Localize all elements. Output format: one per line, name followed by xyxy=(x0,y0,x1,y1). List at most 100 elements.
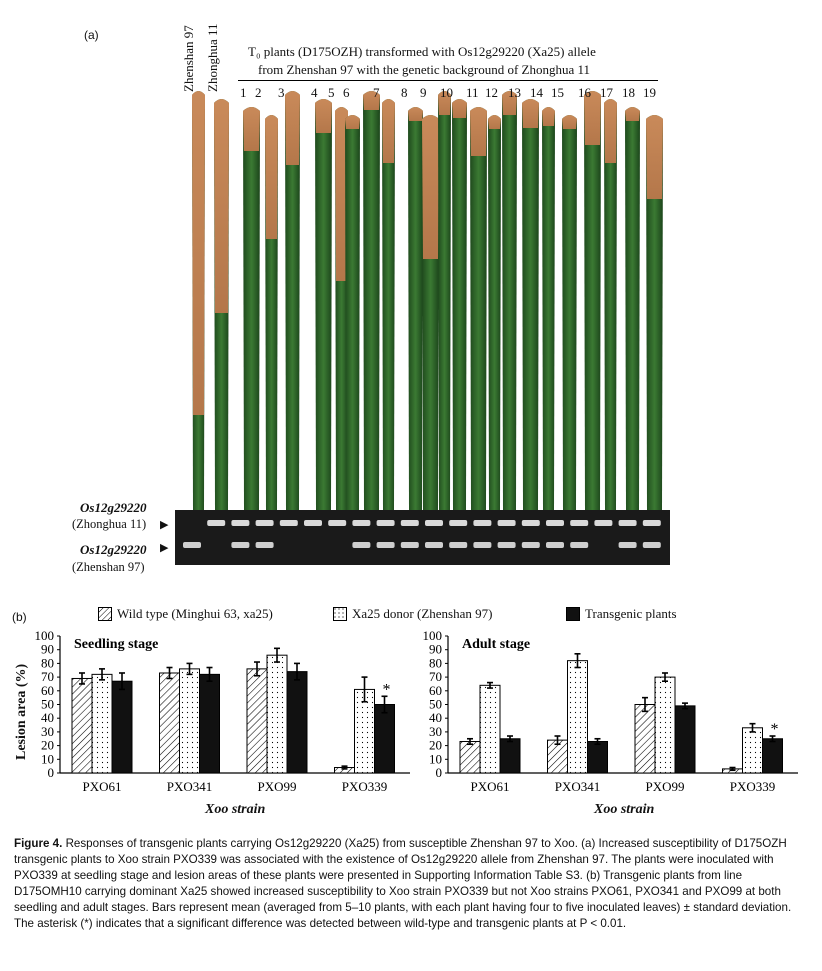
gel-label-top-gene: Os12g29220 xyxy=(80,500,147,515)
leaf-lesion xyxy=(192,91,205,415)
gel-band xyxy=(546,520,564,526)
figure-caption: Figure 4. Responses of transgenic plants… xyxy=(14,836,804,932)
y-tick-label: 10 xyxy=(429,751,442,766)
gel-band xyxy=(570,520,589,526)
leaf xyxy=(584,91,601,510)
leaf xyxy=(243,107,260,510)
y-tick-label: 20 xyxy=(429,738,442,753)
category-label: PXO341 xyxy=(167,779,213,794)
plant-number: 7 xyxy=(373,85,380,100)
y-tick-label: 10 xyxy=(41,751,54,766)
leaf xyxy=(604,99,617,510)
bar xyxy=(246,668,268,774)
plant-number: 15 xyxy=(551,85,564,100)
bar xyxy=(547,739,568,774)
legend-swatch-donor xyxy=(333,607,347,621)
significance-asterisk: * xyxy=(771,721,779,738)
gel-band xyxy=(449,520,468,526)
leaf-lesion xyxy=(625,107,640,121)
gel-band xyxy=(425,520,443,526)
x-axis-label-adult: Xoo strain xyxy=(594,802,655,817)
bar xyxy=(674,705,696,774)
y-tick-label: 40 xyxy=(41,710,54,725)
gel-band xyxy=(352,542,371,548)
gel-band xyxy=(328,520,347,526)
bar xyxy=(634,704,656,774)
bar xyxy=(71,677,93,774)
y-tick-label: 0 xyxy=(436,765,443,780)
plant-number: 3 xyxy=(278,85,285,100)
leaf-lesion xyxy=(604,99,617,163)
gel-band xyxy=(546,542,564,548)
y-tick-label: 70 xyxy=(41,669,54,684)
plant-number: 2 xyxy=(255,85,262,100)
panel-a-header-line1: T₀ plants (D175OZH) transformed with Os1… xyxy=(248,44,596,59)
gel-band xyxy=(618,542,637,548)
leaf-lesion xyxy=(345,115,360,129)
y-tick-label: 60 xyxy=(41,683,54,698)
bar xyxy=(459,740,481,774)
gel-band xyxy=(642,520,661,526)
bar xyxy=(91,673,113,774)
gel-label-bottom-gene: Os12g29220 xyxy=(80,542,147,557)
legend-label-wildtype: Wild type (Minghui 63, xa25) xyxy=(117,606,273,621)
category-label: PXO99 xyxy=(257,779,296,794)
significance-asterisk: * xyxy=(383,681,391,698)
leaf-lesion xyxy=(363,91,380,110)
leaf xyxy=(470,107,487,510)
leaf-lesion xyxy=(488,115,501,129)
gel-band xyxy=(497,542,516,548)
bar xyxy=(587,740,608,774)
leaf-lesion xyxy=(542,107,555,126)
gel-band xyxy=(255,520,274,526)
gel-band xyxy=(473,520,492,526)
gel-band xyxy=(473,542,492,548)
plant-number: 9 xyxy=(420,85,427,100)
plant-number: 1 xyxy=(240,85,247,100)
plant-number: 4 xyxy=(311,85,318,100)
leaf xyxy=(502,91,517,510)
plant-number: 16 xyxy=(578,85,591,100)
y-tick-label: 40 xyxy=(429,710,442,725)
leaf-photograph xyxy=(192,91,663,510)
y-tick-label: 100 xyxy=(35,630,55,643)
y-tick-label: 30 xyxy=(429,724,442,739)
bar xyxy=(199,673,220,774)
arrow-top-icon: ▶ xyxy=(160,519,169,531)
y-tick-label: 80 xyxy=(429,655,442,670)
gel-band xyxy=(376,542,395,548)
gel-band xyxy=(521,542,540,548)
legend-label-transgenic: Transgenic plants xyxy=(585,606,677,621)
leaf-lesion xyxy=(470,107,487,156)
leaf xyxy=(646,115,663,510)
y-tick-label: 30 xyxy=(41,724,54,739)
plant-number: 10 xyxy=(440,85,453,100)
figure-label: Figure 4. xyxy=(14,837,63,850)
gel-band xyxy=(352,520,371,526)
bar xyxy=(286,671,308,774)
plant-number: 12 xyxy=(485,85,498,100)
leaf xyxy=(382,99,395,510)
leaf xyxy=(345,115,360,510)
plant-number: 14 xyxy=(530,85,543,100)
bar xyxy=(654,676,676,774)
y-tick-label: 90 xyxy=(41,642,54,657)
leaf xyxy=(285,91,300,510)
chart-title: Seedling stage xyxy=(74,637,158,652)
bar xyxy=(479,684,501,774)
category-label: PXO61 xyxy=(470,779,509,794)
leaf xyxy=(408,107,423,510)
caption-text: Responses of transgenic plants carrying … xyxy=(14,837,792,930)
gel-band xyxy=(400,542,419,548)
y-axis-label: Lesion area (%) xyxy=(14,663,29,760)
gel-band xyxy=(255,542,274,548)
plant-number: 5 xyxy=(328,85,335,100)
leaf-lesion xyxy=(285,91,300,165)
leaf-lesion xyxy=(452,99,467,118)
plant-number: 17 xyxy=(600,85,613,100)
y-tick-label: 50 xyxy=(41,697,54,712)
leaf-lesion xyxy=(335,107,348,281)
gel-band xyxy=(207,520,226,526)
bar xyxy=(499,738,521,774)
gel-band xyxy=(570,542,589,548)
